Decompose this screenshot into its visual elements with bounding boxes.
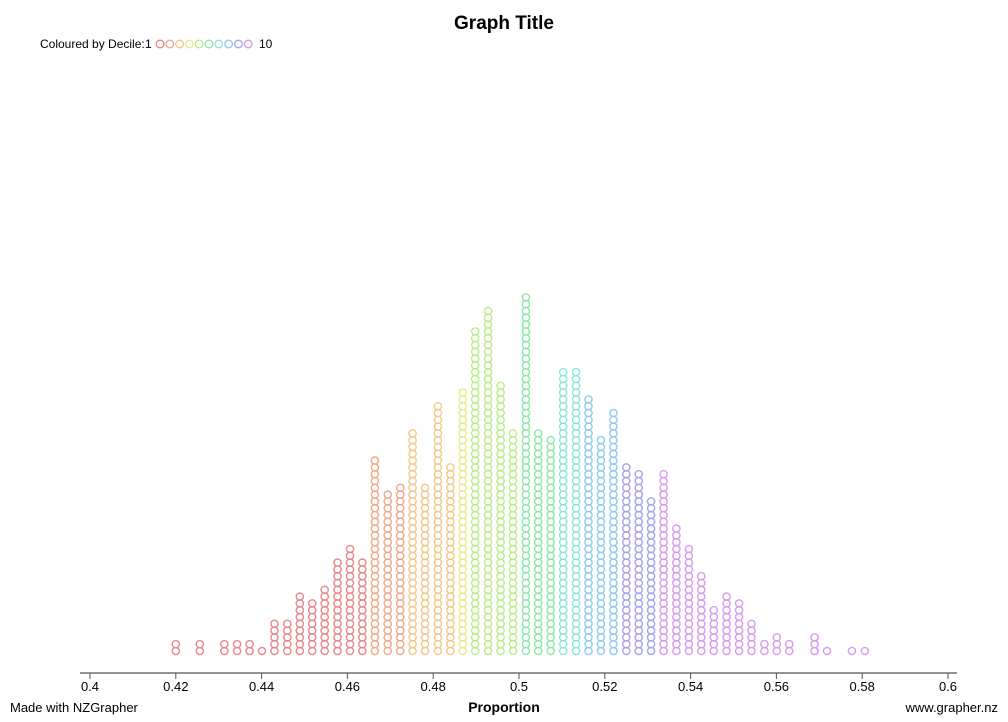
- legend-swatch: [214, 39, 224, 49]
- x-tick-label: 0.58: [850, 679, 875, 694]
- data-point: [810, 633, 819, 642]
- x-axis-ticks: 0.4 0.42 0.44 0.46 0.48 0.5 0.52 0.54 0.56 0.58 0.…: [81, 673, 957, 694]
- x-tick-label: 0.5: [510, 679, 528, 694]
- x-tick-label: 0.48: [421, 679, 446, 694]
- legend-swatch: [165, 39, 175, 49]
- legend-swatch: [155, 39, 165, 49]
- data-point: [747, 619, 756, 629]
- data-point: [496, 381, 505, 391]
- data-point: [320, 585, 330, 595]
- data-point: [684, 544, 694, 554]
- data-point: [584, 395, 593, 404]
- data-point: [709, 605, 719, 615]
- data-point: [609, 408, 618, 418]
- data-point: [219, 639, 229, 649]
- x-tick-label: 0.46: [335, 679, 360, 694]
- chart-title: Graph Title: [454, 13, 554, 34]
- x-tick-label: 0.56: [764, 679, 789, 694]
- data-point: [370, 456, 380, 465]
- data-point: [446, 463, 455, 472]
- x-tick-label: 0.42: [163, 679, 188, 694]
- data-point: [596, 435, 606, 445]
- data-point: [420, 483, 430, 493]
- x-axis-title: Proportion: [468, 699, 540, 715]
- legend-label: Coloured by Decile:: [40, 37, 145, 51]
- data-point: [232, 639, 242, 649]
- legend-swatch: [194, 39, 204, 49]
- data-point: [333, 558, 342, 567]
- data-point: [659, 469, 668, 479]
- x-axis: 0.4 0.42 0.44 0.46 0.48 0.5 0.52 0.54 0.56 0.58 0.…: [80, 672, 957, 694]
- x-tick-label: 0.44: [249, 679, 274, 694]
- data-point: [785, 639, 794, 649]
- data-point: [546, 435, 556, 445]
- data-point: [697, 571, 706, 581]
- data-point: [860, 646, 870, 656]
- data-point: [772, 633, 782, 642]
- data-point: [345, 544, 355, 554]
- legend-swatch: [184, 39, 194, 49]
- data-point: [245, 639, 254, 649]
- data-point: [734, 599, 744, 608]
- legend-swatch: [175, 39, 185, 49]
- data-point: [433, 401, 443, 411]
- x-tick-label: 0.4: [81, 679, 99, 694]
- legend-end-label: 10: [259, 37, 273, 51]
- legend-swatch: [233, 39, 243, 49]
- data-point: [571, 367, 581, 377]
- data-point: [558, 367, 568, 377]
- data-point: [622, 463, 631, 472]
- data-point: [383, 490, 393, 499]
- legend-swatch: [243, 39, 253, 49]
- legend-swatch: [224, 39, 234, 49]
- data-point: [257, 646, 267, 656]
- data-point: [760, 639, 769, 649]
- legend: Coloured by Decile: 1 10: [40, 37, 273, 51]
- x-tick-label: 0.6: [939, 679, 957, 694]
- data-point: [521, 293, 531, 302]
- data-point: [307, 599, 317, 608]
- footer-url: www.grapher.nz: [905, 700, 999, 715]
- data-point: [395, 483, 405, 493]
- data-point: [270, 619, 279, 629]
- data-point: [295, 592, 305, 601]
- x-tick-label: 0.52: [592, 679, 617, 694]
- data-point: [458, 388, 468, 397]
- data-point: [408, 429, 417, 438]
- legend-swatches: [155, 39, 253, 49]
- data-point: [282, 619, 292, 629]
- footer-credit: Made with NZGrapher: [10, 700, 139, 715]
- data-point: [634, 469, 644, 479]
- data-point: [171, 639, 181, 649]
- data-point: [847, 646, 857, 656]
- data-point: [508, 429, 518, 438]
- plot-area: [171, 293, 870, 656]
- data-point: [195, 639, 205, 649]
- data-point: [646, 497, 656, 506]
- data-point: [822, 646, 832, 656]
- data-point: [534, 429, 543, 438]
- data-point: [672, 524, 681, 533]
- data-point: [470, 327, 480, 336]
- data-point: [722, 592, 731, 601]
- legend-start-label: 1: [145, 37, 152, 51]
- x-tick-label: 0.54: [678, 679, 703, 694]
- data-point: [483, 306, 493, 316]
- data-point: [358, 558, 367, 567]
- legend-swatch: [204, 39, 214, 49]
